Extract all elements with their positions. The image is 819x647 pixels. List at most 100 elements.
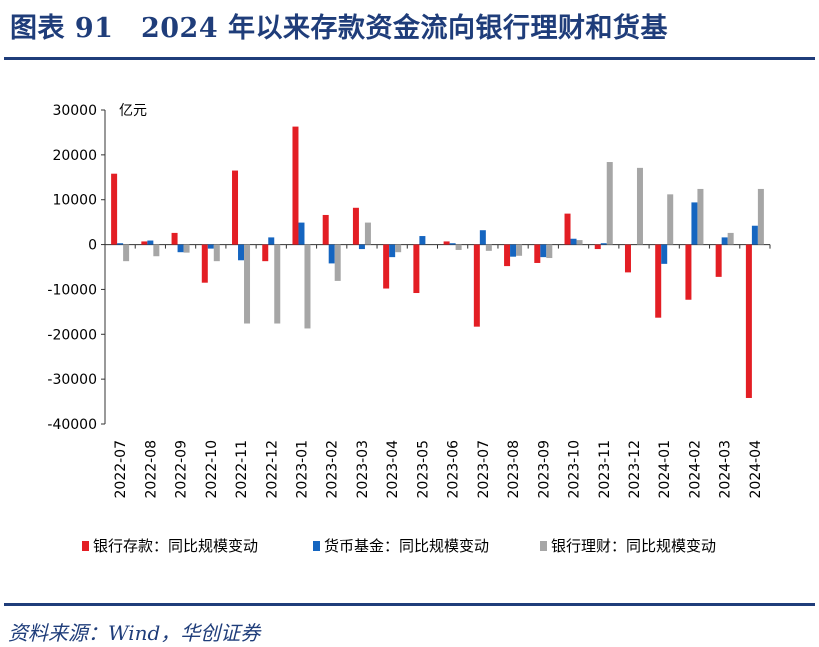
wmp-bar [123, 244, 130, 262]
deposit-bar [564, 213, 571, 245]
wmp-bar [516, 244, 523, 256]
x-tick-label: 2024-01 [657, 440, 673, 499]
x-tick-label: 2023-07 [476, 440, 492, 499]
deposit-bar [292, 126, 299, 245]
x-tick-label: 2023-09 [536, 440, 552, 499]
deposit-bar [262, 244, 269, 262]
mmf-bar [177, 244, 184, 253]
x-tick-label: 2022-07 [113, 440, 129, 499]
legend-label: 银行理财：同比规模变动 [551, 537, 716, 555]
deposit-bar [655, 244, 662, 318]
y-unit-label: 亿元 [119, 103, 147, 119]
figure-title: 图表 91 2024 年以来存款资金流向银行理财和货基 [10, 13, 669, 44]
mmf-bar [691, 202, 698, 245]
deposit-bar [141, 241, 148, 245]
mmf-bar [661, 244, 668, 264]
wmp-bar [334, 244, 341, 281]
x-tick-label: 2023-01 [294, 440, 310, 499]
deposit-bar [232, 170, 239, 245]
deposit-legend-swatch [82, 541, 89, 551]
x-tick-label: 2022-10 [204, 440, 220, 499]
wmp-bar [546, 244, 553, 259]
deposit-bar [171, 232, 178, 245]
mmf-bar [479, 230, 486, 245]
deposit-bar [413, 244, 420, 294]
x-tick-label: 2023-10 [567, 440, 583, 499]
x-tick-label: 2022-09 [174, 440, 190, 499]
y-tick-label: 10000 [52, 193, 97, 209]
mmf-bar [298, 222, 305, 245]
wmp-bar [757, 188, 764, 245]
wmp-bar [153, 244, 160, 257]
wmp-bar [727, 232, 734, 245]
mmf-bar [358, 244, 365, 250]
deposit-bar [352, 207, 359, 245]
deposit-bar [745, 244, 752, 398]
deposit-bar [111, 173, 118, 245]
y-tick-label: 20000 [52, 148, 97, 164]
legend-label: 银行存款：同比规模变动 [93, 537, 258, 555]
mmf-bar [147, 240, 154, 245]
x-tick-label: 2023-03 [355, 440, 371, 499]
deposit-bar [322, 214, 329, 245]
y-tick-label: -20000 [47, 327, 97, 343]
mmf-bar [510, 244, 517, 257]
wmp-bar [364, 222, 371, 245]
wmp-bar [576, 240, 583, 245]
wmp-bar [667, 194, 674, 245]
wmp-bar [636, 167, 643, 245]
x-tick-label: 2022-08 [143, 440, 159, 499]
mmf-bar [207, 244, 214, 249]
mmf-bar [570, 238, 577, 245]
wmp-bar [213, 244, 220, 262]
deposit-bar [443, 241, 450, 245]
deposit-bar [383, 244, 390, 289]
wmp-bar [606, 162, 613, 245]
deposit-bar [504, 244, 511, 267]
mmf-bar [389, 244, 396, 258]
mmf-bar [419, 236, 426, 245]
deposit-bar [201, 244, 208, 283]
wmp-legend-swatch [540, 541, 547, 551]
x-tick-label: 2023-06 [446, 440, 462, 499]
x-tick-label: 2023-04 [385, 440, 401, 499]
mmf-legend-swatch [313, 541, 320, 551]
x-tick-label: 2023-08 [506, 440, 522, 499]
x-tick-label: 2024-03 [718, 440, 734, 499]
mmf-bar [268, 237, 275, 245]
wmp-bar [485, 244, 492, 251]
x-tick-label: 2023-12 [627, 440, 643, 499]
deposit-bar [685, 244, 692, 300]
y-tick-label: 0 [88, 238, 97, 254]
bar-chart: 30000 20000 10000 0 -10000 -20000 -30000 -40000… [47, 103, 771, 555]
mmf-bar [449, 243, 456, 245]
mmf-bar [328, 244, 335, 264]
bottom-rule [4, 603, 815, 606]
x-tick-label: 2024-02 [687, 440, 703, 499]
y-tick-label: -30000 [47, 372, 97, 388]
mmf-bar [238, 244, 245, 261]
mmf-bar [117, 243, 124, 245]
x-tick-label: 2023-11 [597, 440, 613, 499]
x-tick-label: 2023-05 [415, 440, 431, 499]
wmp-bar [183, 244, 190, 253]
mmf-bar [721, 237, 728, 245]
mmf-bar [540, 244, 547, 258]
x-tick-label: 2022-11 [234, 440, 250, 499]
wmp-bar [304, 244, 311, 329]
legend-label: 货币基金：同比规模变动 [324, 537, 489, 555]
deposit-bar [594, 244, 601, 250]
y-tick-label: -10000 [47, 282, 97, 298]
wmp-bar [274, 244, 281, 324]
top-rule [4, 57, 815, 60]
wmp-bar [395, 244, 402, 253]
wmp-bar [697, 188, 704, 245]
x-tick-label: 2023-02 [325, 440, 341, 499]
source-note: 资料来源：Wind，华创证券 [8, 621, 261, 645]
y-tick-label: -40000 [47, 417, 97, 433]
y-tick-label: 30000 [52, 103, 97, 119]
deposit-bar [624, 244, 631, 273]
deposit-bar [534, 244, 541, 263]
wmp-bar [244, 244, 251, 324]
mmf-bar [600, 243, 607, 245]
